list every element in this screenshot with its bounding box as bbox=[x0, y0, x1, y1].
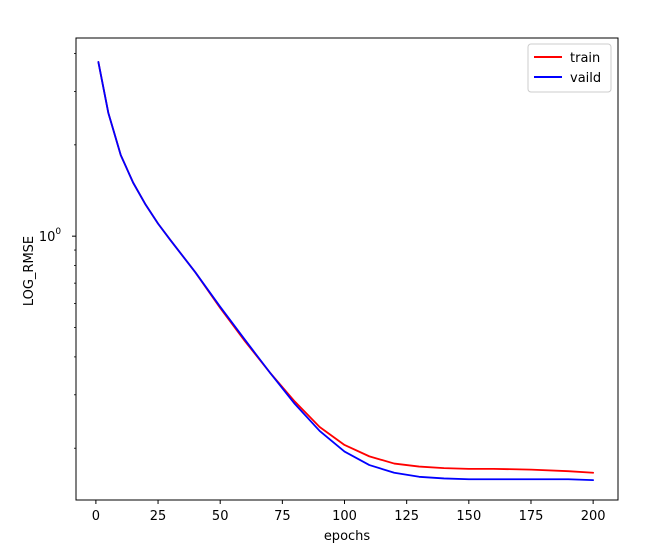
x-tick-label: 25 bbox=[150, 509, 167, 524]
legend-label-vaild: vaild bbox=[570, 71, 601, 86]
y-axis-label: LOG_RMSE bbox=[22, 236, 37, 306]
x-axis-label: epochs bbox=[324, 529, 371, 544]
x-tick-label: 150 bbox=[456, 509, 481, 524]
x-tick-label: 75 bbox=[274, 509, 291, 524]
x-tick-label: 200 bbox=[581, 509, 606, 524]
x-tick-label: 50 bbox=[212, 509, 229, 524]
x-tick-label: 175 bbox=[519, 509, 544, 524]
series-layer bbox=[97, 61, 595, 482]
y-tick-label-exponent: 0 bbox=[55, 227, 61, 237]
x-tick-label: 0 bbox=[92, 509, 100, 524]
series-line-vaild bbox=[97, 61, 595, 482]
plot-area-frame bbox=[75, 37, 619, 501]
x-tick-label: 100 bbox=[332, 509, 357, 524]
y-tick-label: 100 bbox=[39, 227, 62, 245]
x-tick-label: 125 bbox=[394, 509, 419, 524]
legend-label-train: train bbox=[570, 51, 600, 66]
legend: train vaild bbox=[527, 43, 612, 93]
y-tick-label-base: 10 bbox=[39, 230, 56, 245]
plot-area-background bbox=[76, 38, 618, 500]
